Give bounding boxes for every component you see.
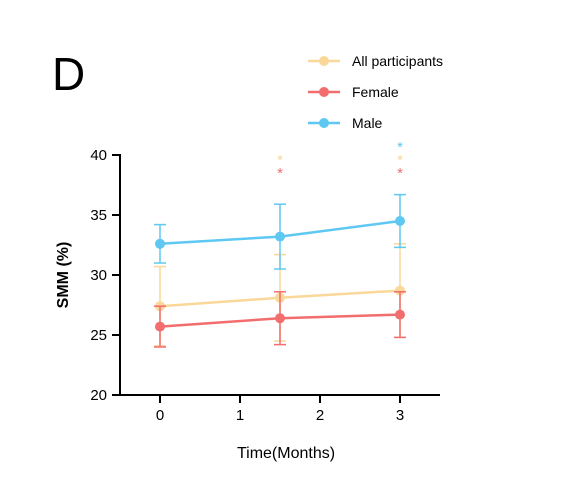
x-tick-label: 3 bbox=[396, 407, 404, 424]
legend-swatch-marker bbox=[319, 87, 329, 97]
y-ticks: 20 25 30 35 40 bbox=[90, 147, 120, 404]
x-tick-label: 2 bbox=[316, 407, 324, 424]
significance-markers: ***** bbox=[277, 139, 403, 182]
series-layer bbox=[154, 193, 406, 348]
y-tick-label: 40 bbox=[90, 147, 107, 164]
significance-star: * bbox=[397, 165, 403, 182]
data-point bbox=[395, 309, 405, 320]
significance-star: * bbox=[277, 152, 283, 169]
panel-label: D bbox=[52, 48, 85, 100]
y-tick-label: 25 bbox=[90, 327, 107, 344]
x-axis-title: Time(Months) bbox=[237, 445, 335, 462]
x-tick-label: 1 bbox=[236, 407, 244, 424]
y-tick-label: 20 bbox=[90, 387, 107, 404]
legend-label: Male bbox=[352, 115, 383, 131]
axes: 20 25 30 35 40 0 1 2 3 SMM (%) Time(Months) bbox=[55, 147, 440, 462]
significance-star: * bbox=[277, 165, 283, 182]
significance-star: * bbox=[397, 152, 403, 169]
legend-label: Female bbox=[352, 84, 399, 100]
y-axis-title: SMM (%) bbox=[55, 242, 72, 309]
legend-swatch-marker bbox=[319, 56, 329, 66]
x-tick-label: 0 bbox=[156, 407, 164, 424]
data-point bbox=[395, 285, 405, 296]
x-ticks: 0 1 2 3 bbox=[156, 395, 404, 424]
data-point bbox=[155, 238, 165, 249]
series-female bbox=[154, 291, 406, 348]
legend: All participants Female Male bbox=[308, 53, 443, 131]
series-male bbox=[154, 193, 406, 270]
legend-label: All participants bbox=[352, 53, 443, 69]
data-point bbox=[395, 216, 405, 226]
data-point bbox=[275, 313, 285, 324]
data-point bbox=[155, 321, 165, 332]
y-tick-label: 35 bbox=[90, 207, 107, 224]
y-tick-label: 30 bbox=[90, 267, 107, 284]
legend-swatch-marker bbox=[319, 118, 329, 128]
legend-item: Male bbox=[308, 115, 383, 131]
data-point bbox=[275, 231, 285, 242]
significance-star: * bbox=[397, 139, 403, 156]
legend-item: Female bbox=[308, 84, 399, 100]
legend-item: All participants bbox=[308, 53, 443, 69]
